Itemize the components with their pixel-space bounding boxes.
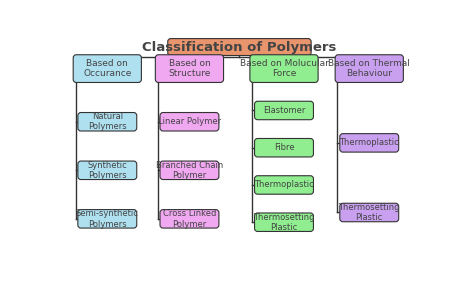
Text: Based on Molucular
Force: Based on Molucular Force — [239, 59, 328, 78]
Text: Synthetic
Polymers: Synthetic Polymers — [87, 160, 127, 180]
FancyBboxPatch shape — [255, 176, 313, 194]
FancyBboxPatch shape — [168, 38, 311, 55]
FancyBboxPatch shape — [335, 55, 403, 82]
FancyBboxPatch shape — [78, 161, 137, 179]
FancyBboxPatch shape — [78, 113, 137, 131]
Text: Based on
Occurance: Based on Occurance — [83, 59, 131, 78]
Text: Thermosetting
Plastic: Thermosetting Plastic — [338, 203, 400, 222]
FancyBboxPatch shape — [160, 113, 219, 131]
FancyBboxPatch shape — [340, 134, 399, 152]
Text: Based on Thermal
Behaviour: Based on Thermal Behaviour — [328, 59, 410, 78]
FancyBboxPatch shape — [250, 55, 318, 82]
FancyBboxPatch shape — [160, 161, 219, 179]
Text: Branched Chain
Polymer: Branched Chain Polymer — [156, 160, 223, 180]
FancyBboxPatch shape — [78, 210, 137, 228]
Text: Semi-synthetic
Polymers: Semi-synthetic Polymers — [76, 209, 139, 229]
FancyBboxPatch shape — [255, 101, 313, 120]
FancyBboxPatch shape — [255, 138, 313, 157]
Text: Thermoplastic: Thermoplastic — [254, 181, 314, 190]
FancyBboxPatch shape — [340, 203, 399, 222]
Text: Elastomer: Elastomer — [263, 106, 305, 115]
FancyBboxPatch shape — [155, 55, 224, 82]
Text: Natural
Polymers: Natural Polymers — [88, 112, 127, 132]
FancyBboxPatch shape — [73, 55, 141, 82]
Text: Thermoplastic: Thermoplastic — [339, 138, 399, 147]
FancyBboxPatch shape — [255, 213, 313, 231]
Text: Cross Linked
Polymer: Cross Linked Polymer — [163, 209, 216, 229]
Text: Based on
Structure: Based on Structure — [168, 59, 210, 78]
Text: Classification of Polymers: Classification of Polymers — [142, 40, 337, 53]
FancyBboxPatch shape — [160, 210, 219, 228]
Text: Linear Polymer: Linear Polymer — [158, 117, 221, 126]
Text: Fibre: Fibre — [273, 143, 294, 152]
Text: Thermosetting
Plastic: Thermosetting Plastic — [253, 213, 315, 232]
